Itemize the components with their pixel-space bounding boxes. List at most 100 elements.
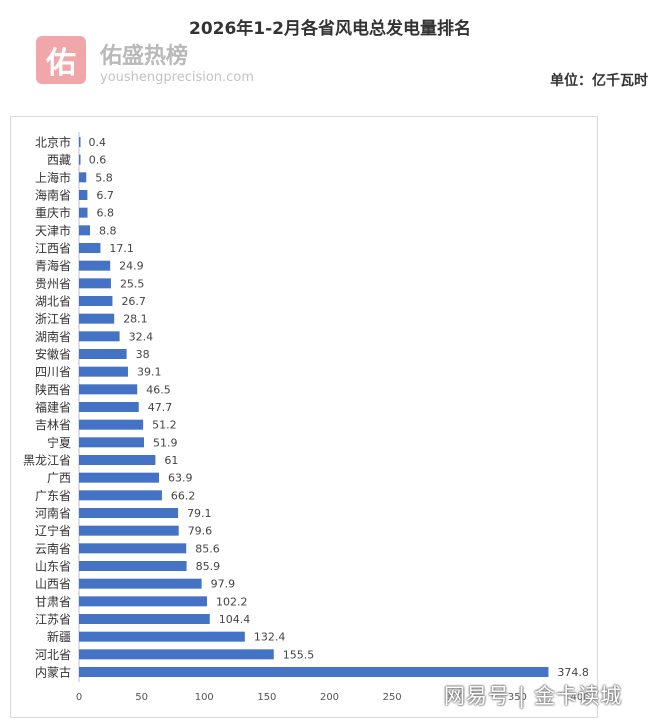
category-label: 上海市	[35, 170, 71, 185]
bar	[79, 455, 156, 465]
bar	[79, 243, 101, 253]
bar	[79, 490, 162, 501]
bar	[79, 225, 91, 236]
bar	[79, 278, 111, 289]
data-label: 39.1	[137, 366, 162, 379]
bar	[79, 313, 115, 324]
brand-name: 佑盛热榜	[100, 44, 189, 69]
bar	[79, 402, 139, 412]
category-label: 海南省	[35, 188, 71, 203]
category-label: 福建省	[35, 400, 71, 415]
data-label: 6.8	[97, 207, 115, 220]
category-label: 河南省	[35, 506, 71, 521]
bar	[79, 419, 144, 430]
data-label: 51.2	[152, 419, 177, 432]
category-label: 新疆	[47, 629, 71, 644]
x-tick-label: 0	[76, 692, 82, 703]
category-label: 河北省	[35, 648, 71, 662]
bar	[79, 614, 210, 624]
bar-chart: 北京市 0.4 西藏 0.6 上海市 5.8 海南省 6.7 重庆市 6.8 天津市 8.8 江西省 17…	[23, 132, 590, 703]
data-label: 97.9	[211, 578, 236, 591]
data-label: 104.4	[219, 613, 251, 626]
category-label: 广东省	[35, 489, 71, 503]
bar	[79, 172, 87, 183]
bar	[79, 137, 81, 147]
category-label: 江苏省	[35, 613, 71, 627]
data-label: 24.9	[119, 260, 144, 273]
bar	[79, 667, 549, 677]
x-tick-label: 100	[195, 692, 214, 703]
category-label: 重庆市	[35, 205, 71, 220]
watermark-left: 网易号	[444, 684, 510, 708]
x-tick-label: 150	[257, 692, 276, 703]
bar	[79, 437, 145, 448]
data-label: 85.9	[196, 560, 221, 573]
data-label: 85.6	[195, 542, 220, 555]
bar	[79, 543, 187, 554]
bar	[79, 190, 88, 200]
data-label: 32.4	[129, 330, 154, 343]
data-label: 155.5	[283, 648, 315, 661]
category-label: 辽宁省	[35, 523, 71, 538]
category-label: 宁夏	[47, 435, 71, 450]
data-label: 79.1	[187, 507, 212, 520]
category-label: 甘肃省	[35, 595, 71, 609]
category-label: 青海省	[35, 258, 71, 273]
bar	[79, 296, 113, 306]
category-label: 浙江省	[35, 312, 71, 326]
brand-url: youshengprecision.com	[100, 70, 254, 85]
chart-frame: 北京市 0.4 西藏 0.6 上海市 5.8 海南省 6.7 重庆市 6.8 天津市 8.8 江西省 17…	[10, 116, 598, 718]
data-label: 132.4	[254, 631, 286, 644]
bar	[79, 384, 138, 395]
category-label: 北京市	[35, 135, 71, 150]
category-label: 陕西省	[35, 382, 71, 397]
x-tick-label: 50	[135, 692, 148, 703]
data-label: 66.2	[171, 489, 196, 502]
watermark: 网易号 | 金卡读城	[444, 684, 623, 708]
data-label: 6.7	[96, 189, 114, 202]
x-tick-label: 250	[383, 692, 402, 703]
data-label: 79.6	[188, 525, 213, 538]
data-label: 47.7	[148, 401, 173, 414]
data-label: 25.5	[120, 277, 145, 290]
bar	[79, 472, 160, 483]
unit-label: 单位：亿千瓦时	[550, 73, 648, 89]
x-tick-label: 200	[320, 692, 339, 703]
data-label: 5.8	[95, 171, 113, 184]
x-tick-label: 400	[570, 692, 589, 703]
category-label: 江西省	[35, 242, 71, 256]
data-label: 38	[136, 348, 150, 361]
bar	[79, 154, 81, 165]
bar	[79, 349, 127, 359]
bar	[79, 596, 208, 607]
data-label: 28.1	[123, 313, 148, 326]
category-label: 四川省	[35, 365, 71, 379]
bar	[79, 260, 111, 271]
data-label: 8.8	[99, 224, 117, 237]
category-label: 贵州省	[35, 277, 71, 291]
data-label: 63.9	[168, 472, 193, 485]
bar	[79, 207, 88, 218]
data-label: 0.4	[89, 136, 107, 149]
category-label: 天津市	[35, 223, 71, 238]
data-label: 102.2	[216, 595, 248, 608]
data-label: 51.9	[153, 436, 178, 449]
data-label: 17.1	[109, 242, 134, 255]
category-label: 内蒙古	[35, 665, 71, 680]
category-label: 吉林省	[35, 418, 71, 432]
category-label: 广西	[47, 471, 71, 485]
brand-logo: 佑	[36, 36, 86, 84]
bar	[79, 561, 187, 571]
category-label: 湖北省	[35, 294, 71, 309]
bar	[79, 525, 179, 536]
watermark-right: 金卡读城	[534, 684, 623, 708]
data-label: 26.7	[121, 295, 145, 308]
category-label: 山东省	[35, 560, 71, 574]
bar	[79, 631, 245, 642]
bar	[79, 508, 179, 518]
x-tick-label: 350	[508, 692, 527, 703]
bar	[79, 578, 202, 589]
bar	[79, 366, 128, 377]
category-label: 云南省	[35, 541, 71, 556]
data-label: 46.5	[146, 383, 171, 396]
